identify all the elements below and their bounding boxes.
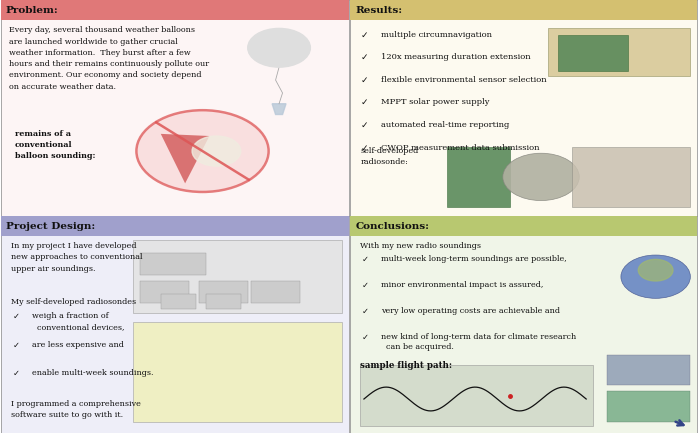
Text: CWOP measurement data submission: CWOP measurement data submission [381, 144, 540, 152]
Text: enable multi-week soundings.: enable multi-week soundings. [32, 368, 154, 377]
Circle shape [621, 255, 690, 298]
Text: self-developed
radiosonde:: self-developed radiosonde: [360, 147, 419, 166]
Text: minor environmental impact is assured,: minor environmental impact is assured, [381, 281, 544, 289]
FancyBboxPatch shape [360, 365, 593, 426]
Bar [350, 216, 697, 236]
Text: flexible environmental sensor selection: flexible environmental sensor selection [381, 76, 547, 84]
FancyBboxPatch shape [251, 281, 300, 303]
Circle shape [248, 29, 311, 67]
Bar [1, 0, 348, 20]
Text: ✓: ✓ [360, 53, 368, 62]
Text: Project Design:: Project Design: [6, 222, 95, 230]
Text: Problem:: Problem: [6, 6, 59, 15]
Text: ✓: ✓ [360, 31, 368, 39]
Circle shape [503, 153, 579, 200]
Text: are less expensive and: are less expensive and [32, 340, 124, 349]
FancyBboxPatch shape [161, 294, 195, 309]
Circle shape [638, 259, 673, 281]
Text: In my project I have developed
new approaches to conventional
upper air sounding: In my project I have developed new appro… [11, 242, 142, 273]
Text: weigh a fraction of
  conventional devices,: weigh a fraction of conventional devices… [32, 313, 124, 331]
FancyBboxPatch shape [447, 147, 510, 207]
Text: ✓: ✓ [362, 281, 369, 290]
Text: My self-developed radiosondes: My self-developed radiosondes [11, 298, 136, 306]
Text: ✓: ✓ [13, 368, 20, 378]
Text: ✓: ✓ [362, 307, 369, 316]
Text: Results:: Results: [355, 6, 402, 15]
FancyBboxPatch shape [607, 391, 690, 422]
FancyBboxPatch shape [548, 29, 690, 76]
Text: new kind of long-term data for climate research
  can be acquired.: new kind of long-term data for climate r… [381, 333, 577, 351]
FancyBboxPatch shape [140, 281, 188, 303]
Text: ✓: ✓ [360, 98, 368, 107]
Text: ✓: ✓ [13, 313, 20, 321]
Circle shape [192, 136, 241, 166]
FancyBboxPatch shape [199, 281, 248, 303]
Text: very low operating costs are achievable and: very low operating costs are achievable … [381, 307, 560, 315]
Text: MPPT solar power supply: MPPT solar power supply [381, 98, 490, 107]
FancyBboxPatch shape [140, 253, 206, 275]
Text: Conclusions:: Conclusions: [355, 222, 429, 230]
Circle shape [136, 110, 269, 192]
Polygon shape [161, 134, 209, 183]
Text: ✓: ✓ [362, 333, 369, 342]
Text: 120x measuring duration extension: 120x measuring duration extension [381, 53, 531, 61]
Text: ✓: ✓ [362, 255, 369, 264]
Text: With my new radio soundings: With my new radio soundings [360, 242, 482, 250]
Bar [350, 0, 697, 20]
Text: ✓: ✓ [360, 121, 368, 130]
FancyBboxPatch shape [558, 35, 628, 71]
FancyBboxPatch shape [572, 147, 690, 207]
Text: remains of a
conventional
balloon sounding:: remains of a conventional balloon soundi… [15, 129, 95, 159]
Text: automated real-time reporting: automated real-time reporting [381, 121, 510, 129]
FancyBboxPatch shape [133, 322, 342, 422]
Bar [1, 216, 348, 236]
Text: sample flight path:: sample flight path: [360, 361, 452, 370]
Text: ✓: ✓ [360, 144, 368, 152]
FancyBboxPatch shape [607, 355, 690, 385]
Polygon shape [272, 104, 286, 114]
FancyBboxPatch shape [133, 240, 342, 313]
Text: Every day, several thousand weather balloons
are launched worldwide to gather cr: Every day, several thousand weather ball… [9, 26, 209, 91]
Text: multiple circumnavigation: multiple circumnavigation [381, 31, 492, 39]
Text: ✓: ✓ [360, 76, 368, 85]
FancyBboxPatch shape [206, 294, 241, 309]
Text: multi-week long-term soundings are possible,: multi-week long-term soundings are possi… [381, 255, 567, 263]
Text: ✓: ✓ [13, 340, 20, 349]
Text: I programmed a comprehensive
software suite to go with it.: I programmed a comprehensive software su… [11, 400, 141, 420]
